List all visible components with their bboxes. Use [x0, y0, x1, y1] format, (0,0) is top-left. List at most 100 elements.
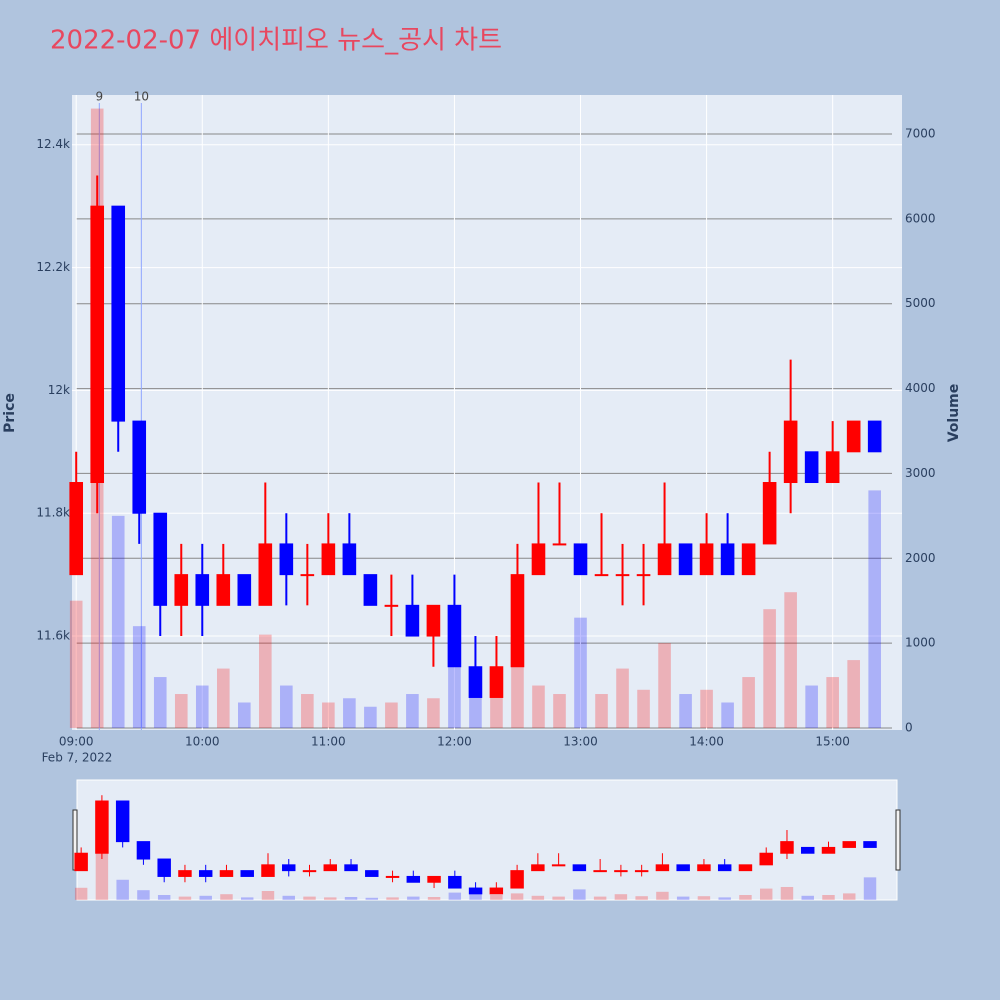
volume-bar [826, 677, 839, 728]
volume-bar [574, 617, 587, 728]
candle-body [302, 870, 317, 873]
volume-bar [552, 896, 565, 900]
candle-body [741, 543, 756, 576]
y-tick-label: 12.4k [36, 137, 70, 151]
candle-body [655, 864, 670, 872]
x-tick-label: 09:00 [59, 735, 94, 749]
volume-bar [386, 897, 399, 900]
range-handle[interactable] [895, 809, 901, 871]
candle-body [531, 864, 545, 872]
y-tick-label: 11.8k [36, 506, 70, 520]
volume-bar [132, 626, 146, 728]
volume-bar [153, 677, 167, 728]
volume-bar [490, 894, 503, 900]
volume-bar [700, 689, 713, 728]
volume-bar [595, 694, 608, 728]
y2-tick-label: 1000 [905, 636, 936, 650]
candle-body [759, 852, 773, 866]
candle-body [510, 574, 525, 668]
volume-bar [259, 634, 272, 728]
candle-body [697, 864, 711, 872]
candle-body [385, 875, 400, 878]
candle-body [821, 846, 836, 854]
volume-bar [739, 894, 752, 900]
volume-bar [427, 698, 440, 728]
volume-bar [679, 694, 692, 728]
candle-body [468, 666, 483, 698]
volume-bar [553, 694, 566, 728]
candle-body [615, 574, 630, 577]
volume-bar [301, 694, 314, 728]
volume-bar [385, 702, 398, 728]
y2-tick-label: 0 [905, 720, 913, 734]
candle-body [384, 604, 399, 607]
volume-bar [531, 895, 545, 900]
candle-body [323, 864, 337, 872]
x-tick-label: 10:00 [185, 735, 220, 749]
volume-bar [95, 841, 109, 900]
candle-body [426, 604, 441, 637]
volume-bar [510, 893, 524, 900]
volume-bar [847, 660, 860, 728]
candle-body [657, 543, 672, 576]
volume-bar [280, 685, 293, 728]
volume-bar [174, 694, 188, 728]
volume-bar [344, 897, 358, 900]
y2-tick-label: 2000 [905, 551, 936, 565]
candle-body [551, 864, 566, 867]
volume-bar [74, 887, 88, 900]
candle-body [636, 574, 651, 577]
volume-bar [763, 609, 776, 728]
candle-body [95, 800, 109, 854]
volume-bar [801, 895, 814, 900]
volume-bar [238, 702, 251, 728]
candle-body [115, 800, 130, 843]
y-tick-label: 12.2k [36, 260, 70, 274]
volume-bar [469, 894, 482, 900]
volume-bar [784, 592, 797, 728]
volume-bar [863, 877, 877, 900]
volume-bar [593, 896, 607, 900]
volume-bar [511, 660, 524, 728]
candle-body [717, 864, 732, 872]
range-slider[interactable] [76, 779, 898, 901]
volume-bar [137, 890, 150, 900]
volume-bar [343, 698, 356, 728]
volume-bar [843, 893, 856, 900]
volume-bar [448, 651, 461, 728]
candle-body [344, 864, 358, 872]
x-tick-label: 15:00 [815, 735, 850, 749]
candle-body [448, 875, 462, 889]
candle-body [614, 870, 628, 873]
candle-body [219, 870, 234, 877]
volume-bar [721, 702, 734, 728]
candle-body [468, 887, 483, 895]
volume-bar [822, 894, 835, 900]
candle-body [867, 420, 882, 453]
candle-body [531, 543, 546, 576]
plot-area [72, 95, 902, 730]
x-tick-label: 13:00 [563, 735, 598, 749]
volume-bar [780, 886, 794, 900]
candle-body [510, 870, 524, 889]
candle-body [300, 574, 315, 577]
candle-body [780, 841, 794, 854]
candle-body [594, 574, 609, 577]
candle-body [157, 858, 171, 877]
volume-bar [616, 668, 629, 728]
candle-body [801, 846, 815, 854]
candle-body [863, 841, 877, 848]
x-tick-label: 12:00 [437, 735, 472, 749]
candle-body [195, 574, 210, 606]
volume-bar [868, 490, 881, 728]
annotation: 10 [134, 90, 149, 104]
volume-bar [759, 888, 773, 900]
volume-bar [303, 896, 316, 900]
volume-bar [282, 895, 295, 900]
y2-tick-label: 4000 [905, 381, 936, 395]
annotation: 9 [95, 90, 103, 104]
volume-bar [718, 897, 731, 900]
candle-body [720, 543, 735, 576]
x-date-label: Feb 7, 2022 [42, 751, 113, 765]
